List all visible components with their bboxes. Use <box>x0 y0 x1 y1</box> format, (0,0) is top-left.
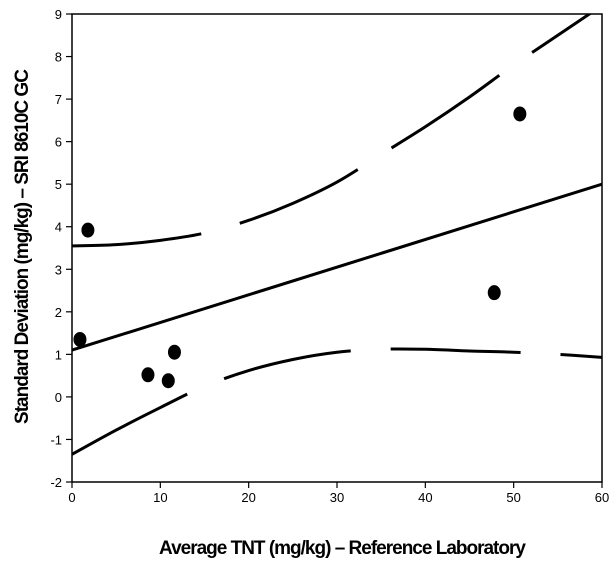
x-tick-label: 50 <box>506 490 520 505</box>
y-tick-label: 1 <box>55 347 62 362</box>
y-tick-label: 8 <box>55 50 62 65</box>
data-point <box>81 222 95 238</box>
y-tick-label: 3 <box>55 262 62 277</box>
data-point <box>167 344 181 360</box>
y-tick-label: 9 <box>55 7 62 22</box>
plot-area: 0 10 20 30 40 50 60 -2 -1 0 1 2 3 4 5 6 7 8 9 <box>50 7 609 505</box>
x-axis-title: Average TNT (mg/kg) – Reference Laborato… <box>159 538 526 559</box>
data-point <box>161 373 175 389</box>
x-tick-label: 60 <box>595 490 609 505</box>
y-tick-label: 2 <box>55 305 62 320</box>
y-tick-label: 6 <box>55 135 62 150</box>
x-tick-label: 20 <box>241 490 255 505</box>
y-tick-label: -1 <box>50 432 62 447</box>
y-tick-label: 5 <box>55 177 62 192</box>
x-tick-label: 0 <box>68 490 75 505</box>
data-point <box>73 331 87 347</box>
data-point <box>141 367 155 383</box>
x-tick-label: 40 <box>418 490 432 505</box>
data-point <box>513 106 527 122</box>
x-tick-label: 10 <box>153 490 167 505</box>
upper-confidence-curve <box>72 14 593 248</box>
regression-line <box>72 182 602 352</box>
lower-confidence-curve <box>72 347 602 456</box>
y-axis-title: Standard Deviation (mg/kg) – SRI 8610C G… <box>12 69 33 424</box>
data-point <box>487 285 501 301</box>
x-tick-label: 30 <box>330 490 344 505</box>
y-tick-label: 0 <box>55 390 62 405</box>
y-tick-label: -2 <box>50 475 62 490</box>
y-tick-label: 7 <box>55 92 62 107</box>
y-tick-label: 4 <box>55 220 62 235</box>
